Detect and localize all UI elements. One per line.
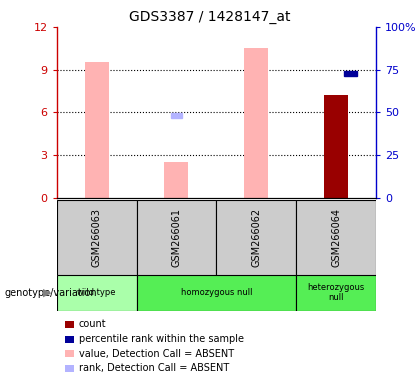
Text: GSM266064: GSM266064 xyxy=(331,208,341,266)
Text: percentile rank within the sample: percentile rank within the sample xyxy=(79,334,244,344)
FancyBboxPatch shape xyxy=(296,275,376,311)
Bar xyxy=(171,113,182,118)
Bar xyxy=(324,95,348,198)
FancyBboxPatch shape xyxy=(57,275,136,311)
FancyBboxPatch shape xyxy=(136,275,296,311)
Bar xyxy=(165,162,189,198)
Text: GSM266063: GSM266063 xyxy=(92,208,102,266)
FancyBboxPatch shape xyxy=(136,200,216,275)
Text: wild type: wild type xyxy=(77,288,116,297)
Text: ▶: ▶ xyxy=(43,288,52,298)
Bar xyxy=(344,71,357,76)
Text: count: count xyxy=(79,319,106,329)
Text: GSM266061: GSM266061 xyxy=(171,208,181,266)
Text: homozygous null: homozygous null xyxy=(181,288,252,297)
Text: genotype/variation: genotype/variation xyxy=(4,288,97,298)
Text: value, Detection Call = ABSENT: value, Detection Call = ABSENT xyxy=(79,349,234,359)
Bar xyxy=(85,63,109,198)
Bar xyxy=(244,48,268,198)
FancyBboxPatch shape xyxy=(296,200,376,275)
Text: heterozygous
null: heterozygous null xyxy=(307,283,365,303)
FancyBboxPatch shape xyxy=(216,200,296,275)
Text: rank, Detection Call = ABSENT: rank, Detection Call = ABSENT xyxy=(79,363,229,373)
FancyBboxPatch shape xyxy=(57,200,136,275)
Text: GSM266062: GSM266062 xyxy=(251,208,261,266)
Text: GDS3387 / 1428147_at: GDS3387 / 1428147_at xyxy=(129,10,291,23)
